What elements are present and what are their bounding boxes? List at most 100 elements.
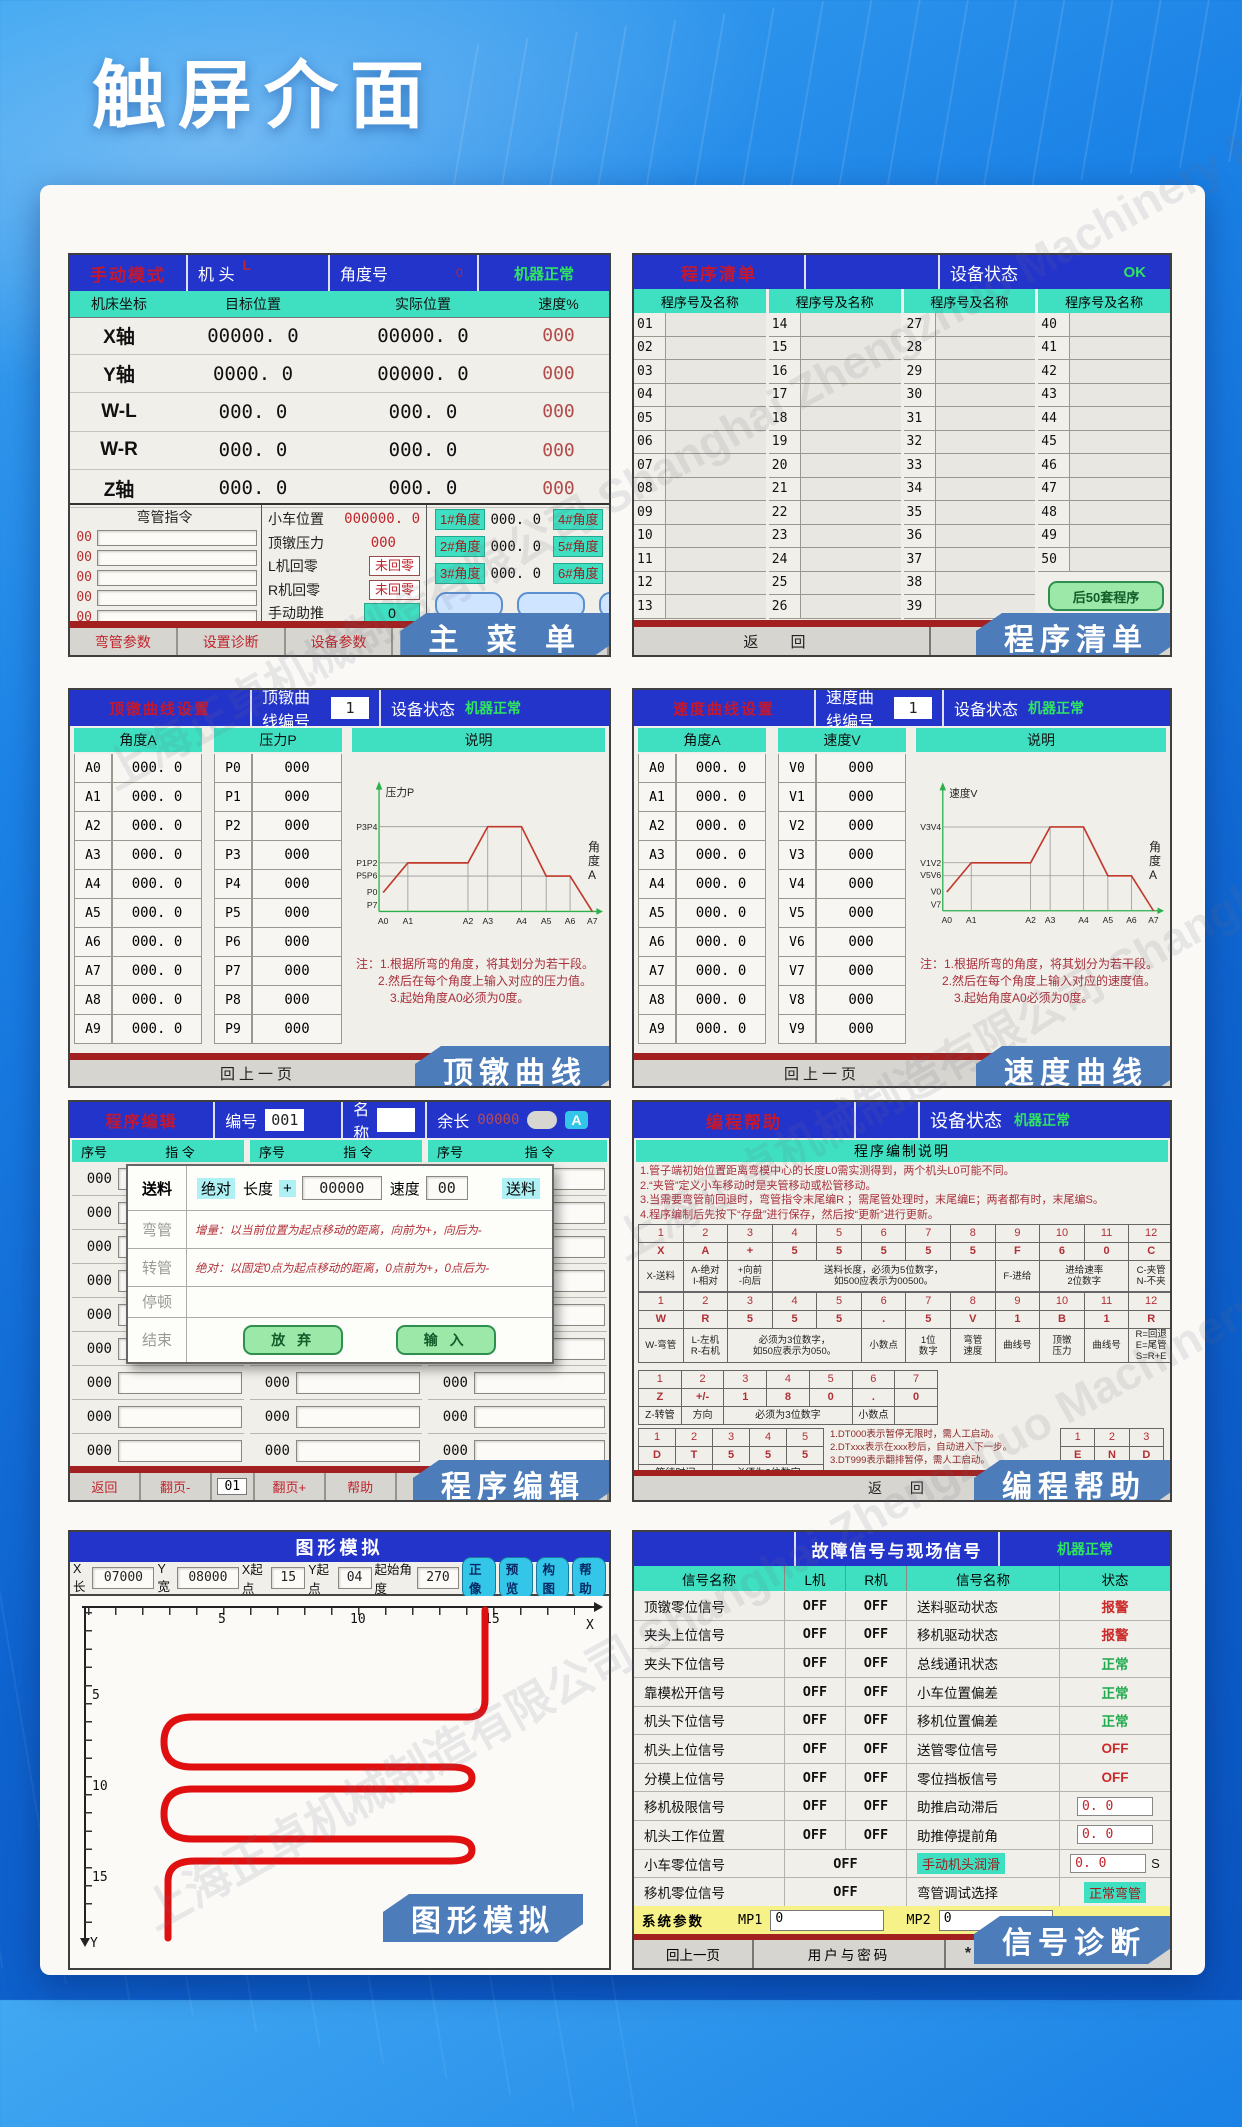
program-row[interactable]: 43 (1038, 383, 1170, 407)
angle-value[interactable]: 000. 0 (676, 870, 766, 899)
delay-input[interactable]: 0. 0 (1077, 1796, 1153, 1816)
menu-item[interactable]: 弯管参数 (70, 628, 178, 655)
ywid-input[interactable]: 08000 (176, 1567, 239, 1589)
program-row[interactable]: 08 (634, 477, 766, 501)
length-input[interactable]: 00000 (301, 1176, 382, 1201)
speed-row[interactable]: V0 000 (778, 754, 906, 783)
speed-value[interactable]: 000 (816, 928, 906, 957)
normal-view-button[interactable]: 正像 (462, 1557, 496, 1599)
program-row[interactable]: 06 (634, 430, 766, 454)
program-row[interactable]: 23 (768, 524, 901, 548)
program-row[interactable]: 47 (1038, 477, 1170, 501)
program-row[interactable]: 18 (768, 407, 901, 431)
program-row[interactable]: 10 (634, 524, 766, 548)
program-row[interactable]: 26 (768, 595, 901, 619)
speed-row[interactable]: V3 000 (778, 841, 906, 870)
pressure-value[interactable]: 000 (252, 1015, 342, 1044)
angle-value[interactable]: 000. 0 (676, 812, 766, 841)
program-row[interactable]: 35 (903, 501, 1036, 525)
program-row[interactable]: 02 (634, 336, 766, 360)
program-row[interactable]: 19 (768, 430, 901, 454)
user-password-button[interactable]: 用户与密码 (754, 1940, 946, 1968)
speed-row[interactable]: V8 000 (778, 986, 906, 1015)
angle-value[interactable]: 000. 0 (676, 783, 766, 812)
program-row[interactable]: 04 (634, 383, 766, 407)
preview-button[interactable]: 预览 (498, 1557, 533, 1599)
program-row[interactable]: 25 (768, 571, 901, 595)
bend-command-input[interactable] (97, 549, 257, 566)
pressure-value[interactable]: 000 (252, 783, 342, 812)
dialog-bend-label[interactable]: 弯管 (128, 1211, 187, 1249)
speed-value[interactable]: 000 (816, 899, 906, 928)
program-row[interactable]: 21 (768, 477, 901, 501)
program-row[interactable]: 24 (768, 548, 901, 572)
speed-row[interactable]: V4 000 (778, 870, 906, 899)
pressure-row[interactable]: P0 000 (214, 754, 342, 783)
bend-command-row[interactable]: 00 (72, 528, 257, 547)
row-command-input[interactable] (296, 1405, 420, 1428)
program-row[interactable]: 50 (1038, 548, 1170, 572)
row-command-input[interactable] (474, 1371, 605, 1394)
speed-value[interactable]: 000 (816, 986, 906, 1015)
angle-row[interactable]: A2 000. 0 (638, 812, 766, 841)
angle-row[interactable]: A9 000. 0 (638, 1015, 766, 1044)
dialog-rotate-label[interactable]: 转管 (128, 1249, 187, 1287)
speed-value[interactable]: 000 (816, 1015, 906, 1044)
program-row[interactable]: 38 (903, 571, 1036, 595)
menu-page-minus[interactable]: 翻页- (141, 1473, 212, 1500)
program-row[interactable]: 37 (903, 548, 1036, 572)
start-angle-input[interactable]: 270 (417, 1567, 460, 1589)
pressure-row[interactable]: P1 000 (214, 783, 342, 812)
back-button[interactable]: 回上一页 (634, 1940, 754, 1968)
menu-item[interactable]: 设备参数 (286, 628, 394, 655)
angle-value[interactable]: 000. 0 (676, 754, 766, 783)
edit-row[interactable]: 000 (72, 1366, 244, 1400)
angle-button[interactable]: 2#角度 (435, 536, 486, 557)
lube-time-input[interactable]: 0. 0 (1070, 1854, 1147, 1874)
dialog-end-label[interactable]: 结束 (128, 1317, 187, 1362)
bend-command-input[interactable] (97, 589, 257, 606)
speed-row[interactable]: V5 000 (778, 899, 906, 928)
speed-row[interactable]: V1 000 (778, 783, 906, 812)
angle-value[interactable]: 000. 0 (676, 1015, 766, 1044)
row-command-input[interactable] (474, 1405, 605, 1428)
back-button[interactable]: 返 回 (868, 1480, 936, 1496)
program-no-input[interactable]: 001 (265, 1109, 305, 1131)
program-row[interactable]: 12 (634, 571, 766, 595)
angle-value[interactable]: 000. 0 (676, 841, 766, 870)
bend-command-input[interactable] (97, 529, 257, 546)
speed-value[interactable]: 000 (816, 870, 906, 899)
program-row[interactable]: 15 (768, 336, 901, 360)
angle-value[interactable]: 000. 0 (676, 899, 766, 928)
manual-lube-button[interactable]: 手动机头润滑 (917, 1853, 1006, 1875)
row-command-input[interactable] (296, 1371, 420, 1394)
program-row[interactable]: 31 (903, 407, 1036, 431)
pressure-value[interactable]: 000 (252, 957, 342, 986)
program-row[interactable]: 27 (903, 313, 1036, 337)
program-row[interactable]: 13 (634, 595, 766, 619)
menu-help[interactable]: 帮助 (326, 1473, 397, 1500)
program-row[interactable]: 32 (903, 430, 1036, 454)
program-row[interactable]: 05 (634, 407, 766, 431)
pressure-value[interactable]: 000 (252, 986, 342, 1015)
program-row[interactable]: 28 (903, 336, 1036, 360)
curve-no-input[interactable]: 1 (894, 697, 932, 719)
angle-button[interactable]: 1#角度 (435, 509, 486, 530)
xstart-input[interactable]: 15 (271, 1567, 306, 1589)
angle-row[interactable]: A7 000. 0 (74, 957, 202, 986)
cancel-button[interactable]: 放 弃 (243, 1324, 344, 1355)
program-name-input[interactable] (377, 1108, 416, 1132)
speed-value[interactable]: 000 (816, 754, 906, 783)
program-row[interactable]: 03 (634, 360, 766, 384)
dialog-pause-label[interactable]: 停顿 (128, 1287, 187, 1317)
angle-value[interactable]: 000. 0 (112, 928, 202, 957)
angle-row[interactable]: A8 000. 0 (638, 986, 766, 1015)
mode-absolute-chip[interactable]: 绝对 (197, 1177, 236, 1199)
enter-button[interactable]: 输 入 (395, 1324, 496, 1355)
advance-angle-input[interactable]: 0. 0 (1077, 1825, 1153, 1845)
angle-row[interactable]: A7 000. 0 (638, 957, 766, 986)
angle-row[interactable]: A5 000. 0 (74, 899, 202, 928)
angle-row[interactable]: A8 000. 0 (74, 986, 202, 1015)
menu-back[interactable]: 返回 (70, 1473, 141, 1500)
program-row[interactable]: 45 (1038, 430, 1170, 454)
